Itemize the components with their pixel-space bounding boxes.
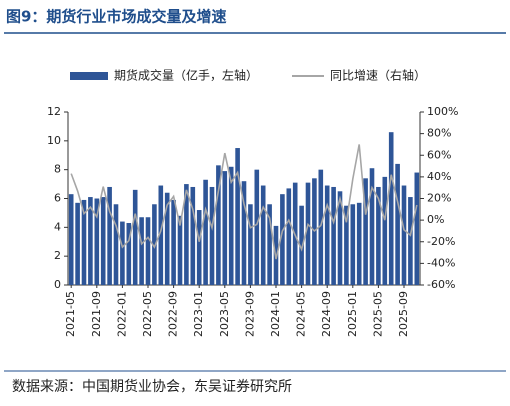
bar bbox=[324, 185, 330, 285]
bar bbox=[75, 202, 80, 285]
bar bbox=[350, 204, 356, 285]
bar bbox=[222, 171, 228, 285]
legend-swatch bbox=[70, 72, 108, 80]
y-tick-label: 0 bbox=[54, 278, 61, 291]
bar bbox=[388, 132, 394, 285]
y-tick-label: 10 bbox=[47, 134, 61, 147]
bar bbox=[132, 189, 138, 285]
legend-label: 期货成交量（亿手，左轴） bbox=[114, 68, 258, 83]
bar bbox=[107, 186, 112, 285]
x-tick-label: 2025-09 bbox=[397, 291, 410, 337]
bar bbox=[267, 204, 272, 285]
x-tick-label: 2022-01 bbox=[115, 291, 128, 337]
y2-tick-label: 80% bbox=[427, 127, 451, 140]
bar bbox=[280, 194, 285, 285]
line bbox=[70, 144, 418, 260]
x-tick-label: 2021-05 bbox=[64, 291, 77, 337]
y-tick-label: 6 bbox=[54, 192, 61, 205]
x-tick-label: 2023-09 bbox=[243, 291, 256, 337]
bar bbox=[318, 169, 324, 285]
bar bbox=[94, 198, 100, 285]
bar bbox=[286, 188, 292, 285]
bar bbox=[260, 185, 266, 285]
x-tick-label: 2022-09 bbox=[167, 291, 180, 337]
bar bbox=[196, 210, 202, 285]
bar bbox=[382, 176, 388, 285]
x-tick-label: 2023-01 bbox=[192, 291, 205, 337]
y-tick-label: 12 bbox=[47, 105, 61, 118]
y-tick-label: 4 bbox=[54, 220, 61, 233]
bar bbox=[216, 165, 221, 285]
bar bbox=[120, 221, 125, 285]
bar bbox=[241, 181, 247, 285]
bar bbox=[356, 202, 362, 285]
bar bbox=[190, 186, 196, 285]
bar bbox=[171, 199, 176, 285]
bar bbox=[88, 197, 93, 285]
bar bbox=[408, 197, 413, 285]
bar bbox=[248, 204, 253, 285]
bar bbox=[235, 148, 240, 285]
source: 数据来源：中国期货业协会，东吴证券研究所 bbox=[12, 378, 292, 395]
bar bbox=[395, 163, 400, 285]
x-tick-label: 2024-09 bbox=[320, 291, 333, 337]
bar bbox=[139, 217, 144, 285]
bar bbox=[113, 204, 119, 285]
y2-tick-label: 100% bbox=[427, 105, 458, 118]
x-tick-label: 2024-05 bbox=[295, 291, 308, 337]
bar bbox=[184, 184, 189, 285]
bar bbox=[331, 186, 336, 285]
y-tick-label: 8 bbox=[54, 163, 61, 176]
bar bbox=[228, 166, 234, 285]
bar bbox=[305, 182, 311, 285]
y-tick-label: 2 bbox=[54, 249, 61, 262]
y2-tick-label: -40% bbox=[427, 256, 455, 269]
bar bbox=[414, 172, 420, 285]
y2-tick-label: -60% bbox=[427, 278, 455, 291]
chart-title: 图9：期货行业市场成交量及增速 bbox=[6, 8, 226, 26]
y2-tick-label: 20% bbox=[427, 192, 451, 205]
bar bbox=[254, 169, 260, 285]
bar bbox=[100, 197, 106, 285]
bar bbox=[401, 185, 407, 285]
y2-tick-label: 40% bbox=[427, 170, 451, 183]
bar bbox=[68, 194, 74, 285]
bar bbox=[126, 223, 132, 285]
y2-tick-label: 0% bbox=[427, 213, 444, 226]
bar bbox=[152, 204, 157, 285]
legend-label: 同比增速（右轴） bbox=[330, 68, 426, 83]
bar bbox=[376, 186, 381, 285]
x-tick-label: 2025-05 bbox=[371, 291, 384, 337]
y2-tick-label: -20% bbox=[427, 235, 455, 248]
bar bbox=[209, 186, 215, 285]
bar bbox=[337, 191, 343, 285]
x-tick-label: 2023-05 bbox=[218, 291, 231, 337]
bar bbox=[369, 168, 375, 285]
y2-tick-label: 60% bbox=[427, 148, 451, 161]
bar bbox=[363, 178, 368, 285]
bar bbox=[81, 199, 87, 285]
x-tick-label: 2025-01 bbox=[346, 291, 359, 337]
bar bbox=[145, 217, 151, 285]
bar bbox=[158, 185, 164, 285]
x-tick-label: 2024-01 bbox=[269, 291, 282, 337]
bar bbox=[299, 205, 304, 285]
x-tick-label: 2022-05 bbox=[141, 291, 154, 337]
bar bbox=[203, 179, 208, 285]
x-tick-label: 2021-09 bbox=[90, 291, 103, 337]
bar bbox=[164, 192, 170, 285]
bar bbox=[177, 215, 183, 285]
bar bbox=[344, 205, 349, 285]
